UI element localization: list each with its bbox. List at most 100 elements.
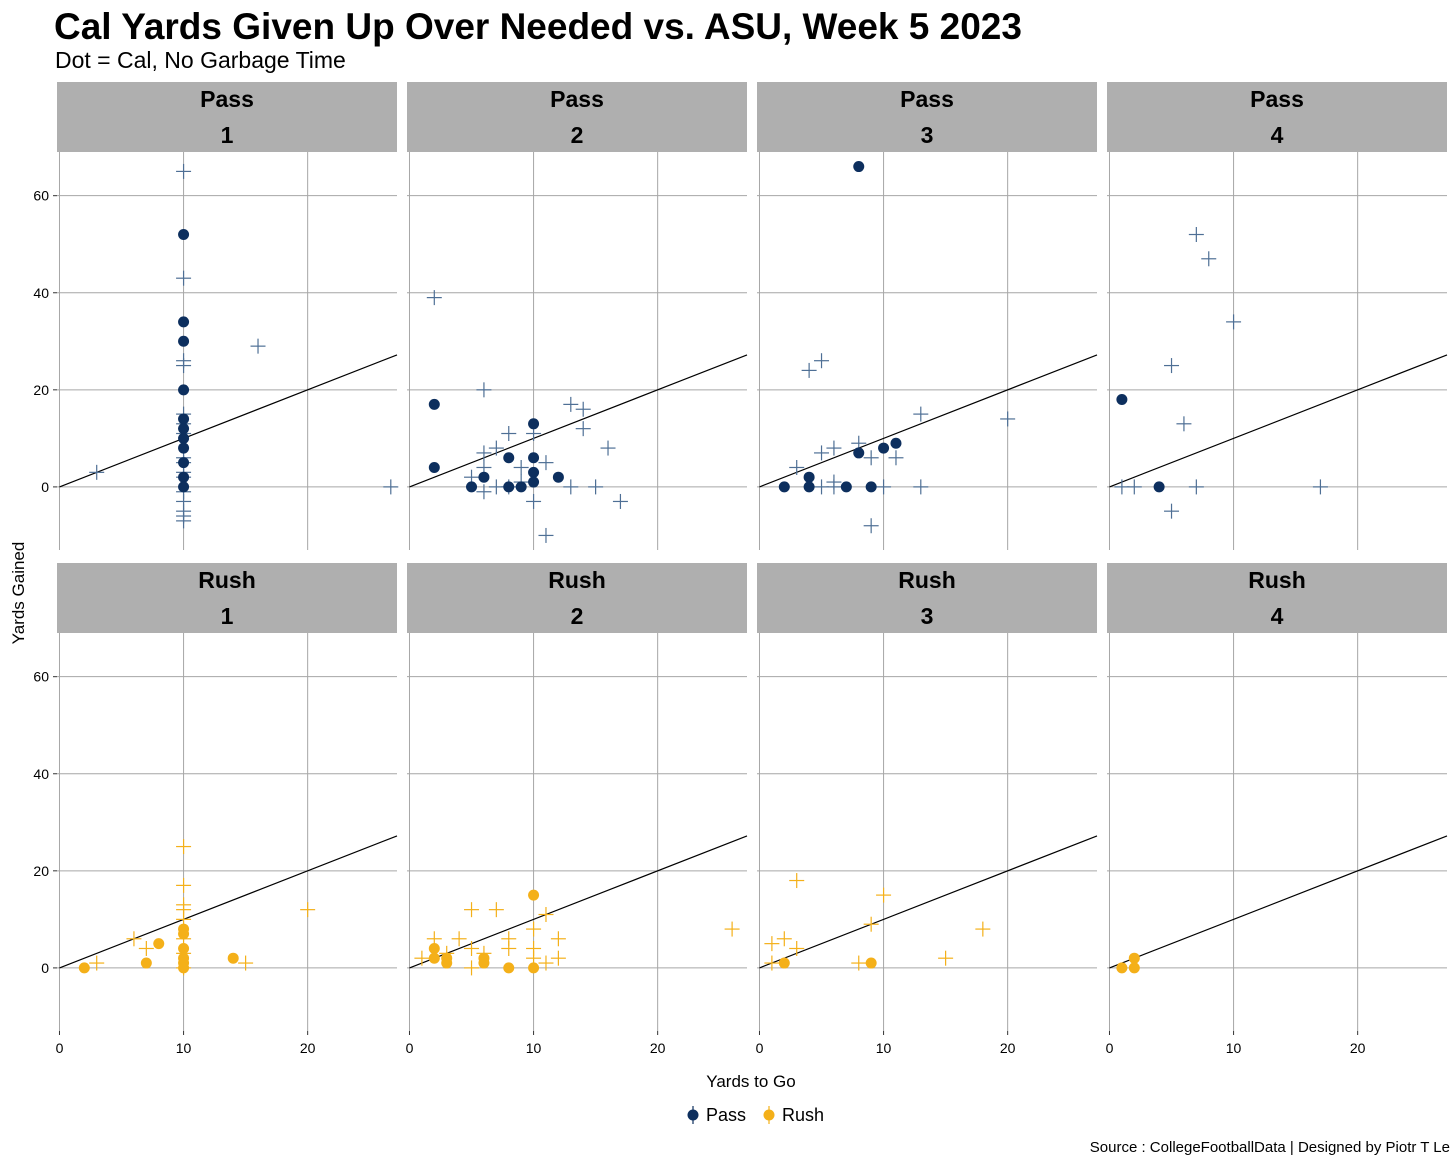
cal-point — [466, 481, 478, 493]
opponent-point — [526, 493, 542, 509]
reference-line-y-equals-x — [409, 835, 748, 969]
opponent-point — [538, 455, 554, 471]
opponent-point — [563, 479, 579, 495]
opponent-point — [89, 955, 105, 971]
opponent-point — [414, 950, 430, 966]
y-tick-label: 20 — [33, 863, 49, 879]
opponent-point — [464, 960, 480, 976]
opponent-point — [176, 163, 192, 179]
strip-rush-3 — [757, 563, 1097, 633]
opponent-point — [513, 459, 529, 475]
opponent-point — [724, 921, 740, 937]
legend-label-rush: Rush — [782, 1104, 825, 1125]
reference-line-y-equals-x — [59, 354, 398, 488]
opponent-point — [488, 440, 504, 456]
x-tick-label: 0 — [1106, 1040, 1114, 1056]
legend-key-pass-dot — [687, 1109, 699, 1121]
cal-point — [178, 457, 190, 469]
opponent-point — [1312, 479, 1328, 495]
opponent-point — [176, 513, 192, 529]
y-tick-label: 0 — [41, 479, 49, 495]
legend-item-rush: Rush — [760, 1104, 824, 1126]
strip-play-type-label: Pass — [200, 86, 254, 112]
opponent-point — [464, 940, 480, 956]
cal-point — [227, 952, 239, 964]
opponent-point — [913, 406, 929, 422]
cal-point — [1128, 952, 1140, 964]
strip-down-label: 3 — [921, 122, 934, 148]
x-tick-label: 0 — [56, 1040, 64, 1056]
opponent-point — [1188, 479, 1204, 495]
legend-key-rush-icon — [763, 1106, 775, 1124]
opponent-point — [1201, 251, 1217, 267]
reference-line-y-equals-x — [59, 835, 398, 969]
cal-point — [528, 452, 540, 464]
y-tick-label: 20 — [33, 382, 49, 398]
cal-point — [865, 481, 877, 493]
opponent-point — [789, 873, 805, 889]
opponent-point — [126, 931, 142, 947]
opponent-point — [801, 362, 817, 378]
opponent-point — [451, 931, 467, 947]
x-tick-label: 10 — [176, 1040, 192, 1056]
cal-point — [178, 423, 190, 435]
opponent-point — [863, 450, 879, 466]
reference-line-y-equals-x — [409, 354, 748, 488]
cal-point — [515, 481, 527, 493]
strip-down-label: 4 — [1271, 122, 1284, 148]
strip-down-label: 4 — [1271, 603, 1284, 629]
opponent-point — [176, 358, 192, 374]
opponent-point — [1164, 358, 1180, 374]
legend-item-pass: Pass — [684, 1104, 746, 1126]
x-tick-label: 0 — [406, 1040, 414, 1056]
strip-rush-2 — [407, 563, 747, 633]
opponent-point — [938, 950, 954, 966]
opponent-point — [612, 493, 628, 509]
opponent-point — [863, 518, 879, 534]
opponent-point — [1226, 314, 1242, 330]
cal-point — [503, 481, 515, 493]
cal-point — [1116, 394, 1128, 406]
legend-label-pass: Pass — [706, 1104, 747, 1125]
opponent-point — [814, 353, 830, 369]
opponent-point — [814, 445, 830, 461]
cal-point — [441, 957, 453, 969]
strip-pass-4 — [1107, 82, 1447, 152]
opponent-point — [863, 916, 879, 932]
cal-point — [778, 481, 790, 493]
strip-down-label: 3 — [921, 603, 934, 629]
opponent-point — [1164, 503, 1180, 519]
cal-point — [803, 471, 815, 483]
strip-rush-4 — [1107, 563, 1447, 633]
cal-point — [153, 938, 165, 950]
cal-point — [1128, 962, 1140, 974]
strip-down-label: 2 — [571, 603, 584, 629]
opponent-point — [851, 955, 867, 971]
opponent-point — [876, 479, 892, 495]
opponent-point — [789, 459, 805, 475]
cal-point — [853, 447, 865, 459]
opponent-point — [464, 902, 480, 918]
y-tick-label: 40 — [33, 766, 49, 782]
opponent-point — [538, 907, 554, 923]
reference-line-y-equals-x — [1109, 835, 1448, 969]
cal-point — [178, 432, 190, 444]
opponent-point — [764, 955, 780, 971]
y-tick-label: 60 — [33, 669, 49, 685]
strip-play-type-label: Pass — [550, 86, 604, 112]
opponent-point — [913, 479, 929, 495]
chart-subtitle: Dot = Cal, No Garbage Time — [55, 47, 346, 73]
legend-key-pass-icon — [687, 1106, 699, 1124]
cal-point — [552, 471, 564, 483]
opponent-point — [176, 270, 192, 286]
opponent-point — [600, 440, 616, 456]
x-tick-label: 20 — [300, 1040, 316, 1056]
opponent-point — [426, 290, 442, 306]
reference-line-y-equals-x — [1109, 354, 1448, 488]
opponent-point — [1126, 479, 1142, 495]
cal-point — [178, 316, 190, 328]
opponent-point — [888, 450, 904, 466]
cal-point — [528, 466, 540, 478]
strip-pass-2 — [407, 82, 747, 152]
